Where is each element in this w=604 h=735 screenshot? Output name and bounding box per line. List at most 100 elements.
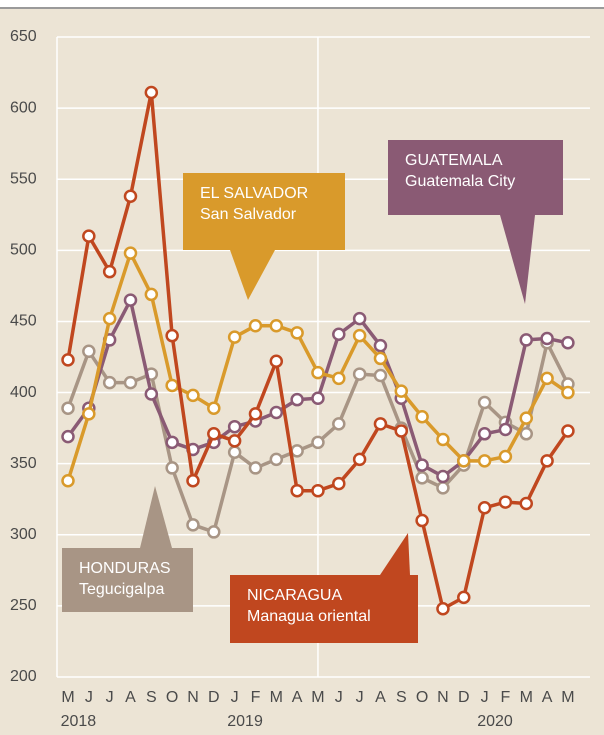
data-point [373,338,388,353]
x-tick-label: O [416,689,428,706]
data-point [540,331,554,346]
data-point [394,424,409,438]
x-tick-label: A [542,689,553,706]
callout: EL SALVADOR San Salvador [183,173,345,300]
data-point [61,353,75,367]
x-tick-label: A [375,689,386,706]
series-name: NICARAGUA [247,587,342,604]
x-tick-label: O [166,689,178,706]
year-label: 2018 [61,713,97,730]
data-point [227,434,242,448]
y-tick-label: 300 [10,526,37,543]
year-label: 2019 [227,713,263,730]
x-tick-label: J [335,689,343,706]
data-point [290,483,304,498]
data-point [498,449,513,464]
data-point [457,590,471,605]
data-point [186,388,200,403]
callout-pointer [380,533,410,575]
series-name: HONDURAS [79,560,171,577]
y-tick-label: 200 [10,668,37,685]
x-tick-label: J [231,689,239,706]
data-point [82,407,96,421]
data-point [415,513,429,528]
data-point [332,327,346,341]
data-point [519,496,534,511]
data-point [436,601,450,616]
data-point [186,473,200,488]
y-tick-label: 350 [10,455,37,472]
callout-box [62,548,193,612]
data-point [227,330,242,344]
data-point [248,407,263,421]
x-tick-label: M [311,689,324,706]
data-point [290,392,304,407]
data-point [373,417,388,431]
y-tick-label: 650 [10,28,37,45]
data-point [311,391,325,405]
data-point [248,318,263,333]
data-point [415,471,429,485]
data-point [457,454,471,468]
data-point [102,311,117,326]
data-point [561,336,575,350]
data-point [165,461,179,475]
top-bar [0,0,604,8]
data-point [477,501,492,515]
callout: GUATEMALA Guatemala City [388,140,563,304]
y-tick-label: 600 [10,99,37,116]
data-point [61,401,75,415]
data-point [373,351,388,366]
data-point [227,445,242,460]
x-tick-label: A [125,689,136,706]
data-point [436,432,450,447]
data-point [436,481,450,495]
data-point [269,354,284,369]
x-tick-label: N [187,689,199,706]
x-tick-label: A [292,689,303,706]
data-point [123,293,138,307]
data-point [248,461,263,475]
data-point [561,385,575,400]
data-point [207,401,221,415]
data-point [123,375,138,390]
series-city: Guatemala City [405,173,515,190]
data-point [477,427,492,441]
data-point [352,328,367,343]
x-tick-label: M [61,689,74,706]
callout-pointer [140,486,172,548]
data-point [61,473,75,488]
data-point [477,395,492,410]
callout-pointer [230,250,275,300]
data-point [144,85,159,100]
series-city: Tegucigalpa [79,581,165,598]
y-tick-label: 450 [10,313,37,330]
data-point [165,328,179,343]
year-label: 2020 [477,713,513,730]
y-tick-label: 500 [10,242,37,259]
data-point [82,229,96,243]
x-tick-label: M [520,689,533,706]
data-point [436,469,450,484]
data-point [269,405,284,420]
data-point [352,367,367,381]
data-point [102,375,117,390]
data-point [540,454,554,468]
data-point [165,378,179,393]
callout-box [230,575,418,643]
data-point [269,452,284,467]
data-point [311,365,325,380]
data-point [207,427,221,441]
x-tick-label: D [208,689,220,706]
data-point [144,287,159,302]
data-point [207,525,221,539]
x-tick-label: D [458,689,470,706]
data-point [519,333,534,347]
data-point [352,311,367,326]
data-point [227,419,242,434]
data-point [165,435,179,450]
data-point [123,246,138,260]
callout: NICARAGUA Managua oriental [230,533,418,643]
x-tick-label: F [501,689,511,706]
